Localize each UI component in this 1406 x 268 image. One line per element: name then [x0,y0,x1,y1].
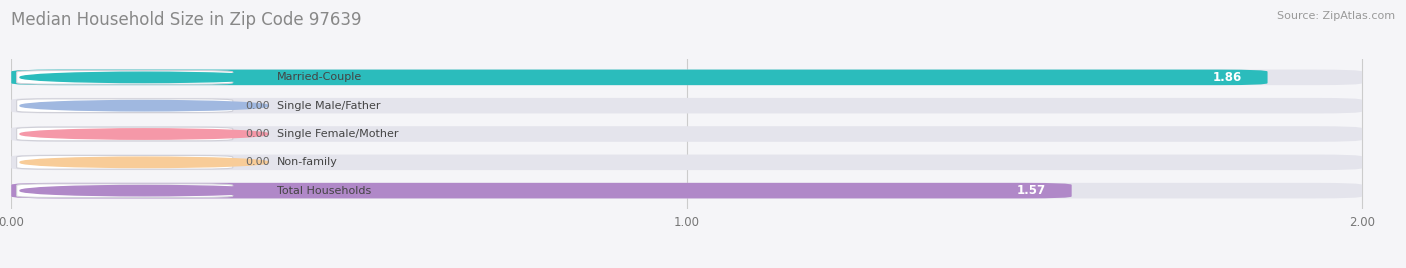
FancyBboxPatch shape [11,155,1362,170]
Text: Non-family: Non-family [277,157,337,167]
FancyBboxPatch shape [11,183,1071,198]
FancyBboxPatch shape [17,127,233,141]
FancyBboxPatch shape [17,99,233,113]
FancyBboxPatch shape [17,70,233,84]
FancyBboxPatch shape [17,155,233,169]
Circle shape [20,185,269,196]
Circle shape [20,157,269,168]
Text: Single Female/Mother: Single Female/Mother [277,129,399,139]
FancyBboxPatch shape [1194,72,1261,83]
FancyBboxPatch shape [17,184,233,198]
FancyBboxPatch shape [11,98,1362,113]
FancyBboxPatch shape [11,183,1362,198]
Text: 0.00: 0.00 [245,129,270,139]
Text: Median Household Size in Zip Code 97639: Median Household Size in Zip Code 97639 [11,11,361,29]
Text: 0.00: 0.00 [245,157,270,167]
FancyBboxPatch shape [11,70,1362,85]
Text: 1.57: 1.57 [1017,184,1046,197]
Circle shape [20,129,269,139]
Text: 0.00: 0.00 [245,101,270,111]
Text: Single Male/Father: Single Male/Father [277,101,381,111]
FancyBboxPatch shape [11,126,1362,142]
FancyBboxPatch shape [997,185,1064,196]
Text: Married-Couple: Married-Couple [277,72,363,82]
Text: Total Households: Total Households [277,186,371,196]
Circle shape [20,100,269,111]
Circle shape [20,72,269,83]
Text: Source: ZipAtlas.com: Source: ZipAtlas.com [1277,11,1395,21]
FancyBboxPatch shape [11,70,1268,85]
Text: 1.86: 1.86 [1212,71,1241,84]
